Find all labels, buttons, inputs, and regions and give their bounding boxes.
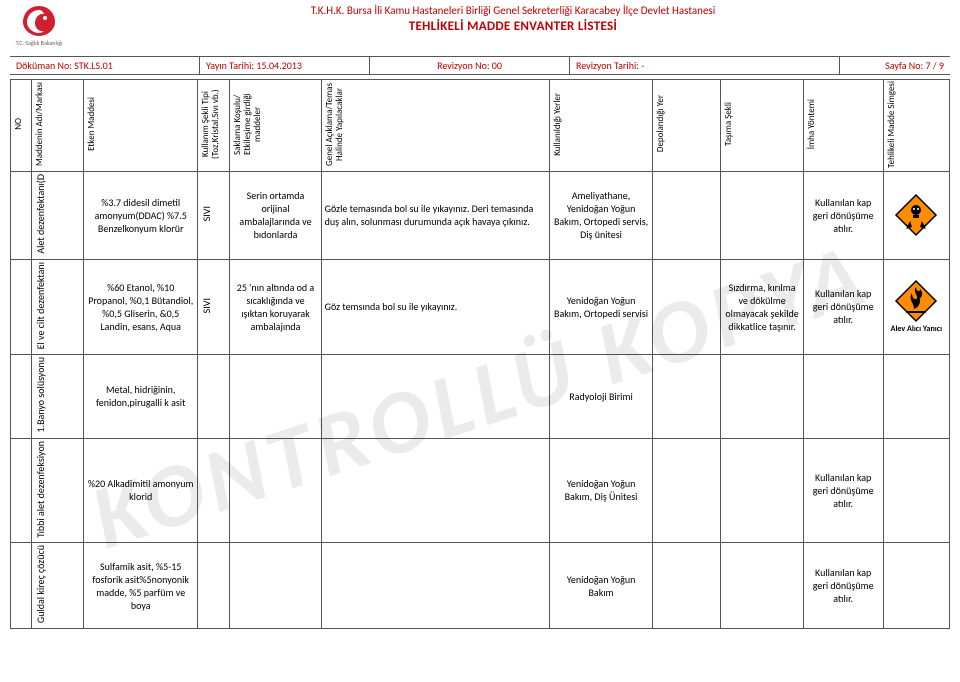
logo: T.C. Sağlık Bakanlığı <box>10 4 68 50</box>
cell: Yenidoğan Yoğun Bakım, Ortopedi servisi <box>550 259 653 354</box>
cell: %60 Etanol, %10 Propanol, %0,1 Bütandiol… <box>84 259 198 354</box>
meta-yayin: Yayın Tarihi: 15.04.2013 <box>200 57 370 74</box>
cell <box>11 355 32 439</box>
cell: Göz temsında bol su ile yıkayınız. <box>321 259 549 354</box>
column-header: Kullanım Şekli Tipi (Toz,Kristal,Sıvı vb… <box>198 80 230 172</box>
cell <box>652 171 721 259</box>
cell <box>321 543 549 629</box>
cell <box>321 355 549 439</box>
cell: %20 Alkadimitil amonyum klorid <box>84 438 198 543</box>
org-line: T.K.H.K. Bursa İli Kamu Hastaneleri Birl… <box>76 4 950 17</box>
hazard-cell <box>883 438 949 543</box>
row-name: Alet dezenfektanı(D <box>31 171 84 259</box>
cell: Ameliyathane, Yenidoğan Yoğun Bakım, Ort… <box>550 171 653 259</box>
meta-dokuman: Döküman No: STK.LS.01 <box>10 57 200 74</box>
cell: SIVI <box>198 259 230 354</box>
hazard-cell: Alev Alıcı Yanıcı <box>883 259 949 354</box>
table-row: El ve cilt dezenfektanı%60 Etanol, %10 P… <box>11 259 950 354</box>
cell <box>652 438 721 543</box>
cell: Gözle temasında bol su ile yıkayınız. De… <box>321 171 549 259</box>
column-header: Maddenin Adı/Markası <box>31 80 84 172</box>
cell <box>721 355 803 439</box>
table-row: Tıbbi alet dezenfeksiyon%20 Alkadimitil … <box>11 438 950 543</box>
cell: Yenidoğan Yoğun Bakım <box>550 543 653 629</box>
cell: Metal, hidriğinin, fenidon,pirugalli k a… <box>84 355 198 439</box>
meta-revno: Revizyon No: 00 <box>370 57 570 74</box>
doc-title: TEHLİKELİ MADDE ENVANTER LİSTESİ <box>76 19 950 34</box>
cell: SIVI <box>198 171 230 259</box>
cell: Sulfamik asit, %5-15 fosforik asit%5nony… <box>84 543 198 629</box>
table-row: 1.Banyo solüsyonuMetal, hidriğinin, feni… <box>11 355 950 439</box>
table-header-row: NOMaddenin Adı/MarkasıEtken MaddesiKulla… <box>11 80 950 172</box>
cell <box>198 543 230 629</box>
cell <box>230 543 321 629</box>
meta-row: Döküman No: STK.LS.01 Yayın Tarihi: 15.0… <box>10 56 950 75</box>
cell: Yenidoğan Yoğun Bakım, Diş Ünitesi <box>550 438 653 543</box>
meta-revtarih: Revizyon Tarihi: - <box>570 57 840 74</box>
cell: 25 'nın altında od a sıcaklığında ve ışı… <box>230 259 321 354</box>
column-header: Etken Maddesi <box>84 80 198 172</box>
cell <box>652 543 721 629</box>
cell <box>11 543 32 629</box>
cell: Kullanılan kap geri dönüşüme atılır. <box>803 543 883 629</box>
cell <box>652 259 721 354</box>
cell: Kullanılan kap geri dönüşüme atılır. <box>803 259 883 354</box>
cell: Kullanılan kap geri dönüşüme atılır. <box>803 171 883 259</box>
column-header: Genel Açıklama/Temas Halinde Yapılacakla… <box>321 80 549 172</box>
inventory-table: NOMaddenin Adı/MarkasıEtken MaddesiKulla… <box>10 79 950 629</box>
cell <box>230 438 321 543</box>
table-row: Alet dezenfektanı(D%3.7 didesil dimetil … <box>11 171 950 259</box>
hazard-cell <box>883 171 949 259</box>
cell: Radyoloji Birimi <box>550 355 653 439</box>
cell <box>652 355 721 439</box>
cell <box>803 355 883 439</box>
column-header: İmha Yöntemi <box>803 80 883 172</box>
cell: Sızdırma, kırılma ve dökülme olmayacak ş… <box>721 259 803 354</box>
column-header: NO <box>11 80 32 172</box>
column-header: Depolandığı Yer <box>652 80 721 172</box>
row-name: 1.Banyo solüsyonu <box>31 355 84 439</box>
hazard-cell <box>883 355 949 439</box>
row-name: Guldal kireç çözücü <box>31 543 84 629</box>
cell <box>721 543 803 629</box>
column-header: Tehlikeli Madde Simgesi <box>883 80 949 172</box>
logo-subtitle: T.C. Sağlık Bakanlığı <box>16 39 63 47</box>
hazard-cell <box>883 543 949 629</box>
cell <box>321 438 549 543</box>
row-name: Tıbbi alet dezenfeksiyon <box>31 438 84 543</box>
cell <box>721 171 803 259</box>
column-header: Kullanıldığı Yerler <box>550 80 653 172</box>
cell <box>721 438 803 543</box>
cell <box>198 355 230 439</box>
meta-sayfa: Sayfa No: 7 / 9 <box>840 57 950 74</box>
column-header: Taşıma Şekli <box>721 80 803 172</box>
cell <box>11 438 32 543</box>
cell <box>198 438 230 543</box>
cell: Kullanılan kap geri dönüşüme atılır. <box>803 438 883 543</box>
cell <box>11 259 32 354</box>
cell: %3.7 didesil dimetil amonyum(DDAC) %7.5 … <box>84 171 198 259</box>
ministry-logo-icon <box>17 4 61 38</box>
table-row: Guldal kireç çözücüSulfamik asit, %5-15 … <box>11 543 950 629</box>
cell <box>11 171 32 259</box>
cell: Serin ortamda orijinal ambalajlarında ve… <box>230 171 321 259</box>
cell <box>230 355 321 439</box>
hazard-caption: Alev Alıcı Yanıcı <box>887 324 946 334</box>
row-name: El ve cilt dezenfektanı <box>31 259 84 354</box>
header: T.C. Sağlık Bakanlığı T.K.H.K. Bursa İli… <box>10 4 950 50</box>
column-header: Saklama Koşulu/ Etkileşime girdiği madde… <box>230 80 321 172</box>
